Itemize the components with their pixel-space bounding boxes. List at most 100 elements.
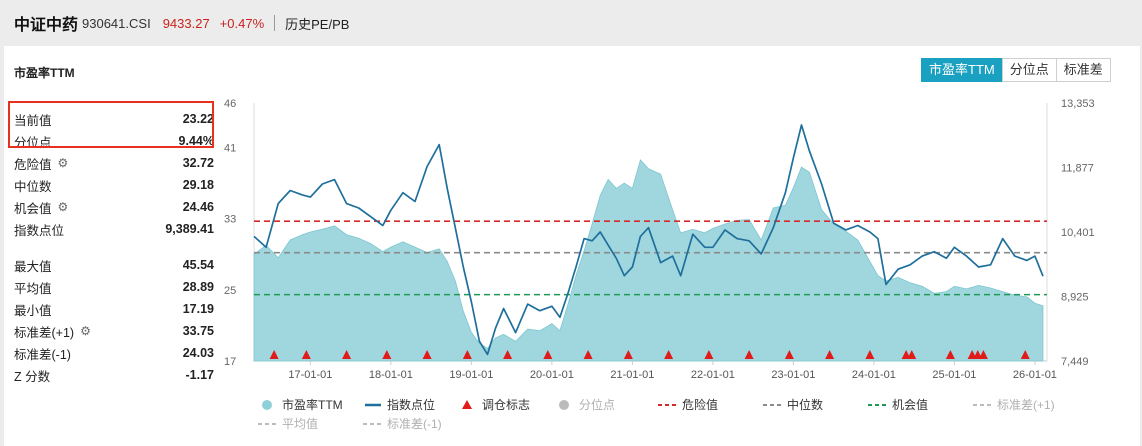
- rebalance-marker: [422, 350, 432, 359]
- header-divider: [274, 15, 276, 31]
- rebalance-marker: [973, 350, 983, 359]
- stat-std-minus: 标准差(-1) 24.03: [14, 342, 214, 364]
- x-axis-tick: 23-01-01: [771, 369, 815, 381]
- rebalance-marker: [583, 350, 593, 359]
- index-level-line: [253, 124, 1044, 356]
- stat-label: 标准差(+1): [14, 325, 75, 340]
- legend-label: 机会值: [892, 397, 928, 412]
- index-name: 中证中药: [14, 17, 79, 34]
- legend-label: 市盈率TTM: [282, 397, 343, 412]
- stat-value: 9.44%: [178, 134, 214, 148]
- rebalance-marker: [907, 350, 917, 359]
- stat-label-wrap: 机会值 ⚙: [14, 198, 68, 217]
- x-axis-tick: 18-01-01: [369, 369, 413, 381]
- legend-label: 标准差(-1): [387, 417, 442, 431]
- rebalance-marker: [704, 350, 714, 359]
- index-code: 930641.CSI: [82, 15, 151, 31]
- rebalance-marker: [825, 350, 835, 359]
- stat-current-value: 当前值 23.22: [14, 108, 214, 130]
- valuation-panel: 市盈率TTM 市盈率TTM 分位点 标准差 当前值 23.22 分位点 9.44…: [4, 46, 1140, 446]
- x-axis-tick: 24-01-01: [852, 369, 896, 381]
- rebalance-marker: [623, 350, 633, 359]
- pe-ttm-area: [253, 159, 1044, 362]
- rebalance-marker: [462, 350, 472, 359]
- stat-label-wrap: 标准差(+1) ⚙: [14, 322, 91, 341]
- rebalance-marker: [382, 350, 392, 359]
- stat-value: 24.46: [182, 200, 214, 214]
- pe-chart: 17 25 33 41 46 7,449 8,925 10,401 11,877 13,353 17…: [224, 98, 1095, 431]
- rebalance-marker: [664, 350, 674, 359]
- rebalance-marker: [945, 350, 955, 359]
- legend-label: 危险值: [682, 397, 718, 412]
- x-axis-tick: 25-01-01: [932, 369, 976, 381]
- stat-label: 最大值: [14, 259, 52, 274]
- gear-icon[interactable]: ⚙: [80, 324, 91, 338]
- right-axis-tick: 10,401: [1061, 227, 1095, 239]
- stat-label: 标准差(-1): [14, 347, 71, 362]
- stat-value: 24.03: [182, 346, 214, 360]
- index-price: 9433.27: [162, 15, 210, 31]
- index-header: 中证中药 930641.CSI 9433.27 +0.47% 历史PE/PB: [0, 0, 1142, 46]
- stat-value: 29.18: [182, 178, 214, 192]
- rebalance-marker: [967, 350, 977, 359]
- stat-label-wrap: 危险值 ⚙: [14, 154, 68, 173]
- right-axis-tick: 7,449: [1061, 356, 1089, 368]
- stat-max: 最大值 45.54: [14, 254, 214, 276]
- stat-label: 指数点位: [14, 223, 65, 238]
- left-axis-tick: 17: [224, 356, 236, 368]
- rebalance-marker: [503, 350, 513, 359]
- stat-label: 中位数: [14, 179, 52, 194]
- x-axis-tick: 17-01-01: [288, 369, 332, 381]
- gear-icon[interactable]: ⚙: [57, 156, 69, 170]
- rebalance-marker: [1020, 350, 1030, 359]
- history-pe-pb-link[interactable]: 历史PE/PB: [285, 16, 350, 32]
- rebalance-marker: [269, 350, 279, 359]
- stat-label: 最小值: [14, 303, 52, 318]
- stat-std-plus: 标准差(+1) ⚙ 33.75: [14, 320, 214, 342]
- stat-value: 33.75: [182, 324, 214, 338]
- rebalance-marker: [342, 350, 352, 359]
- rebalance-marker: [543, 350, 553, 359]
- stat-min: 最小值 17.19: [14, 298, 214, 320]
- x-axis-tick: 19-01-01: [449, 369, 493, 381]
- stat-z-score: Z 分数 -1.17: [14, 364, 214, 386]
- rebalance-marker: [901, 350, 911, 359]
- stat-label: 机会值: [14, 201, 52, 216]
- stat-median: 中位数 29.18: [14, 174, 214, 196]
- legend-label: 指数点位: [387, 397, 435, 412]
- x-axis-tick: 21-01-01: [610, 369, 654, 381]
- stat-label: 危险值: [14, 157, 52, 172]
- legend-swatch-triangle: [462, 400, 472, 409]
- x-axis-tick: 20-01-01: [530, 369, 574, 381]
- metric-tabs: 市盈率TTM 分位点 标准差: [921, 58, 1111, 82]
- left-axis-tick: 25: [224, 285, 236, 297]
- stat-value: 17.19: [182, 302, 214, 316]
- x-axis-tick: 22-01-01: [691, 369, 735, 381]
- legend-swatch-circle: [262, 400, 272, 410]
- stat-label: 平均值: [14, 281, 52, 296]
- legend-label: 中位数: [787, 397, 823, 412]
- stat-value: 9,389.41: [165, 222, 214, 236]
- rebalance-marker: [301, 350, 311, 359]
- stat-value: 32.72: [182, 156, 214, 170]
- rebalance-marker: [978, 350, 988, 359]
- stat-label: 当前值: [14, 113, 52, 128]
- stat-value: 45.54: [182, 258, 214, 272]
- stat-mean: 平均值 28.89: [14, 276, 214, 298]
- rebalance-marker: [744, 350, 754, 359]
- stat-value: -1.17: [185, 368, 215, 382]
- left-axis-tick: 46: [224, 98, 236, 110]
- x-axis-tick: 26-01-01: [1013, 369, 1057, 381]
- tab-std-dev[interactable]: 标准差: [1055, 58, 1111, 82]
- right-axis-tick: 8,925: [1061, 292, 1089, 304]
- panel-title: 市盈率TTM: [14, 66, 75, 80]
- right-axis-tick: 13,353: [1061, 98, 1095, 110]
- index-change: +0.47%: [219, 15, 265, 31]
- left-axis-tick: 41: [224, 142, 236, 154]
- stat-danger-value: 危险值 ⚙ 32.72: [14, 152, 214, 174]
- stat-label: Z 分数: [14, 369, 51, 384]
- gear-icon[interactable]: ⚙: [57, 200, 69, 214]
- legend-label: 平均值: [282, 416, 318, 431]
- legend-label: 分位点: [579, 397, 615, 412]
- right-axis-tick: 11,877: [1061, 163, 1094, 175]
